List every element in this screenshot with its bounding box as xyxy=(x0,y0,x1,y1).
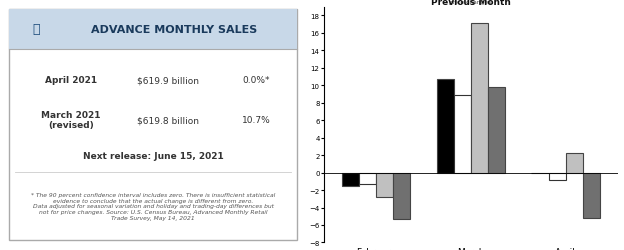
Text: Next release: June 15, 2021: Next release: June 15, 2021 xyxy=(83,151,223,160)
Bar xyxy=(565,154,583,173)
Title: Percent Change in Retail and Food Services Sales from
Previous Month: Percent Change in Retail and Food Servic… xyxy=(331,0,611,7)
Bar xyxy=(342,173,359,186)
Bar xyxy=(454,96,470,173)
Bar xyxy=(376,173,393,197)
Text: $619.8 billion: $619.8 billion xyxy=(137,116,199,125)
Text: Data adjusted for seasonal variation and holiday and trading-day differences but: Data adjusted for seasonal variation and… xyxy=(338,0,603,5)
FancyBboxPatch shape xyxy=(9,10,297,240)
Text: April 2021: April 2021 xyxy=(45,76,97,85)
Bar xyxy=(437,80,454,173)
Text: $619.9 billion: $619.9 billion xyxy=(137,76,199,85)
Text: * The 90 percent confidence interval includes zero. There is insufficient statis: * The 90 percent confidence interval inc… xyxy=(31,192,275,220)
FancyBboxPatch shape xyxy=(9,10,297,50)
Bar xyxy=(393,173,410,219)
Text: March 2021
(revised): March 2021 (revised) xyxy=(41,111,100,130)
Bar xyxy=(359,173,376,184)
Bar xyxy=(548,173,565,180)
Text: 🛒: 🛒 xyxy=(32,23,39,36)
Bar xyxy=(583,173,600,218)
Bar xyxy=(488,88,505,173)
Text: 0.0%*: 0.0%* xyxy=(242,76,270,85)
Text: ADVANCE MONTHLY SALES: ADVANCE MONTHLY SALES xyxy=(90,25,257,35)
Bar xyxy=(470,24,488,173)
Text: 10.7%: 10.7% xyxy=(241,116,271,125)
